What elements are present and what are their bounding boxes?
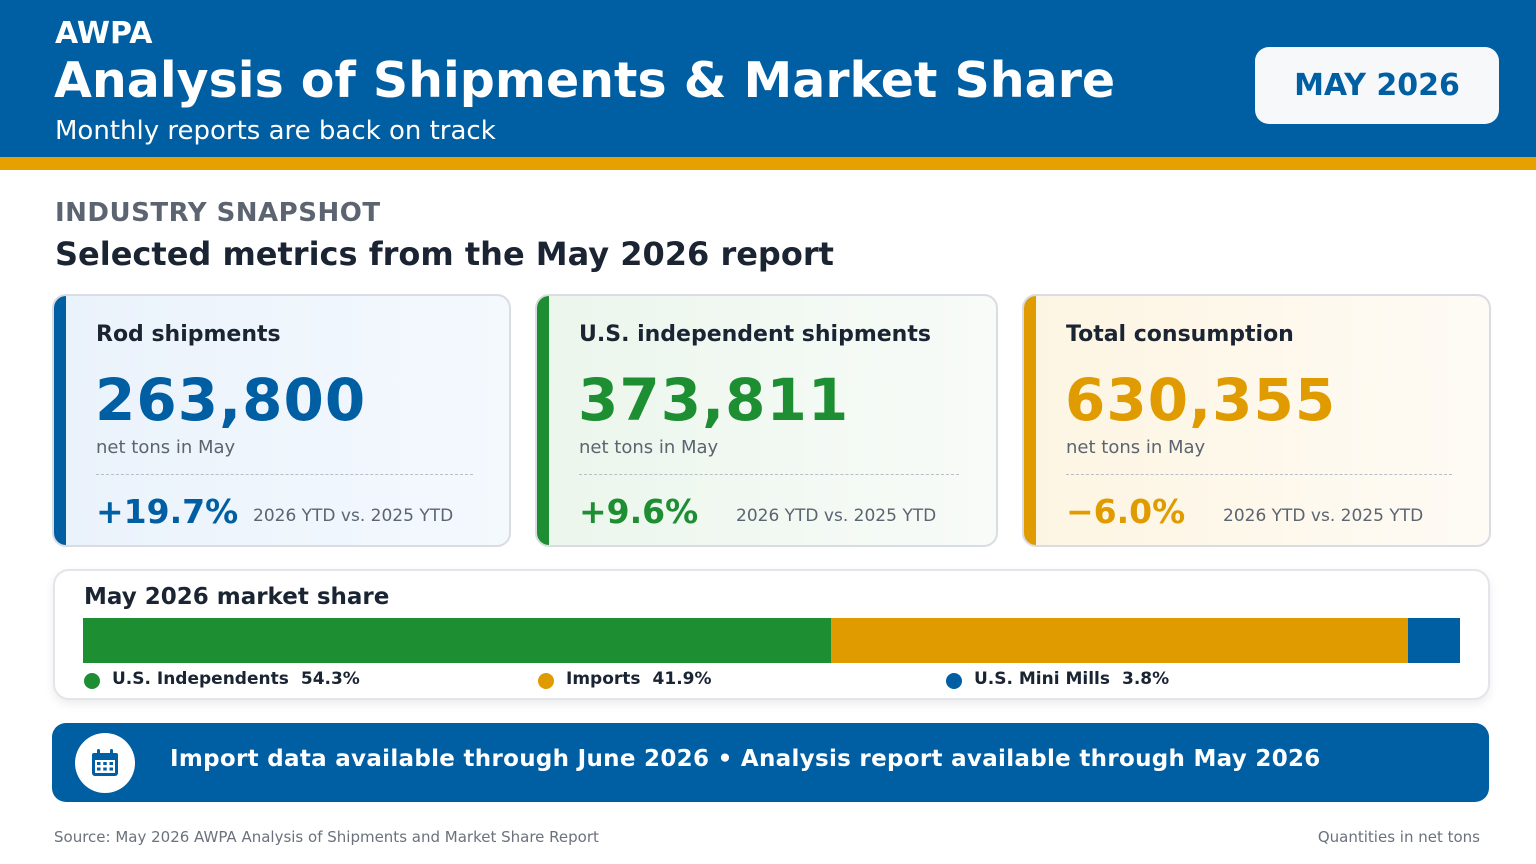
metric-label: Rod shipments	[96, 322, 281, 347]
date-badge: MAY 2026	[1255, 47, 1499, 124]
share-segment-u-s-mini-mills	[1407, 618, 1460, 663]
metric-card-total-consumption: Total consumption 630,355 net tons in Ma…	[1022, 294, 1491, 547]
market-share-title: May 2026 market share	[84, 584, 390, 610]
legend-value: 3.8%	[1122, 668, 1170, 689]
org-name: AWPA	[55, 16, 153, 51]
legend-dot	[84, 673, 100, 689]
card-divider	[579, 474, 959, 475]
card-accent-bar	[1024, 296, 1036, 545]
metric-unit: net tons in May	[1066, 437, 1206, 458]
metric-change: +19.7%	[96, 492, 239, 531]
source-note: Source: May 2026 AWPA Analysis of Shipme…	[54, 828, 599, 846]
legend-value: 41.9%	[652, 668, 712, 689]
banner-text: Import data available through June 2026 …	[170, 746, 1321, 772]
metric-change: +9.6%	[579, 492, 699, 531]
share-segment-u-s-independents	[83, 618, 831, 663]
page-subtitle: Monthly reports are back on track	[55, 116, 496, 146]
legend-dot	[946, 673, 962, 689]
section-eyebrow: INDUSTRY SNAPSHOT	[55, 198, 381, 228]
market-share-card: May 2026 market share U.S. Independents …	[53, 569, 1490, 700]
legend-label: U.S. Mini Mills	[974, 668, 1110, 689]
metric-value: 263,800	[95, 366, 367, 434]
card-accent-bar	[537, 296, 549, 545]
calendar-icon	[75, 733, 135, 793]
legend-dot	[538, 673, 554, 689]
metric-compare: 2026 YTD vs. 2025 YTD	[1223, 506, 1424, 526]
metric-unit: net tons in May	[96, 437, 236, 458]
metric-label: Total consumption	[1066, 322, 1294, 347]
metric-unit: net tons in May	[579, 437, 719, 458]
market-share-bar	[83, 618, 1460, 663]
legend-label: U.S. Independents	[112, 668, 289, 689]
metric-card-rod-shipments: Rod shipments 263,800 net tons in May +1…	[52, 294, 511, 547]
share-segment-imports	[830, 618, 1408, 663]
units-note: Quantities in net tons	[1317, 828, 1480, 846]
metric-change: −6.0%	[1066, 492, 1186, 531]
metric-compare: 2026 YTD vs. 2025 YTD	[736, 506, 937, 526]
header-accent-rule	[0, 157, 1536, 170]
legend-item-imports: Imports 41.9%	[538, 668, 712, 689]
card-accent-bar	[54, 296, 66, 545]
metric-card-independent-shipments: U.S. independent shipments 373,811 net t…	[535, 294, 998, 547]
header-bar: AWPA Analysis of Shipments & Market Shar…	[0, 0, 1536, 157]
card-divider	[1066, 474, 1452, 475]
metric-compare: 2026 YTD vs. 2025 YTD	[253, 506, 454, 526]
metric-label: U.S. independent shipments	[579, 322, 931, 347]
metric-value: 373,811	[578, 366, 850, 434]
availability-banner: Import data available through June 2026 …	[52, 723, 1489, 802]
legend-item-us-independents: U.S. Independents 54.3%	[84, 668, 360, 689]
legend-item-us-mini-mills: U.S. Mini Mills 3.8%	[946, 668, 1169, 689]
legend-value: 54.3%	[300, 668, 360, 689]
card-divider	[96, 474, 473, 475]
metric-value: 630,355	[1065, 366, 1337, 434]
section-title: Selected metrics from the May 2026 repor…	[55, 235, 834, 273]
legend-label: Imports	[566, 668, 641, 689]
page-title: Analysis of Shipments & Market Share	[54, 52, 1116, 109]
